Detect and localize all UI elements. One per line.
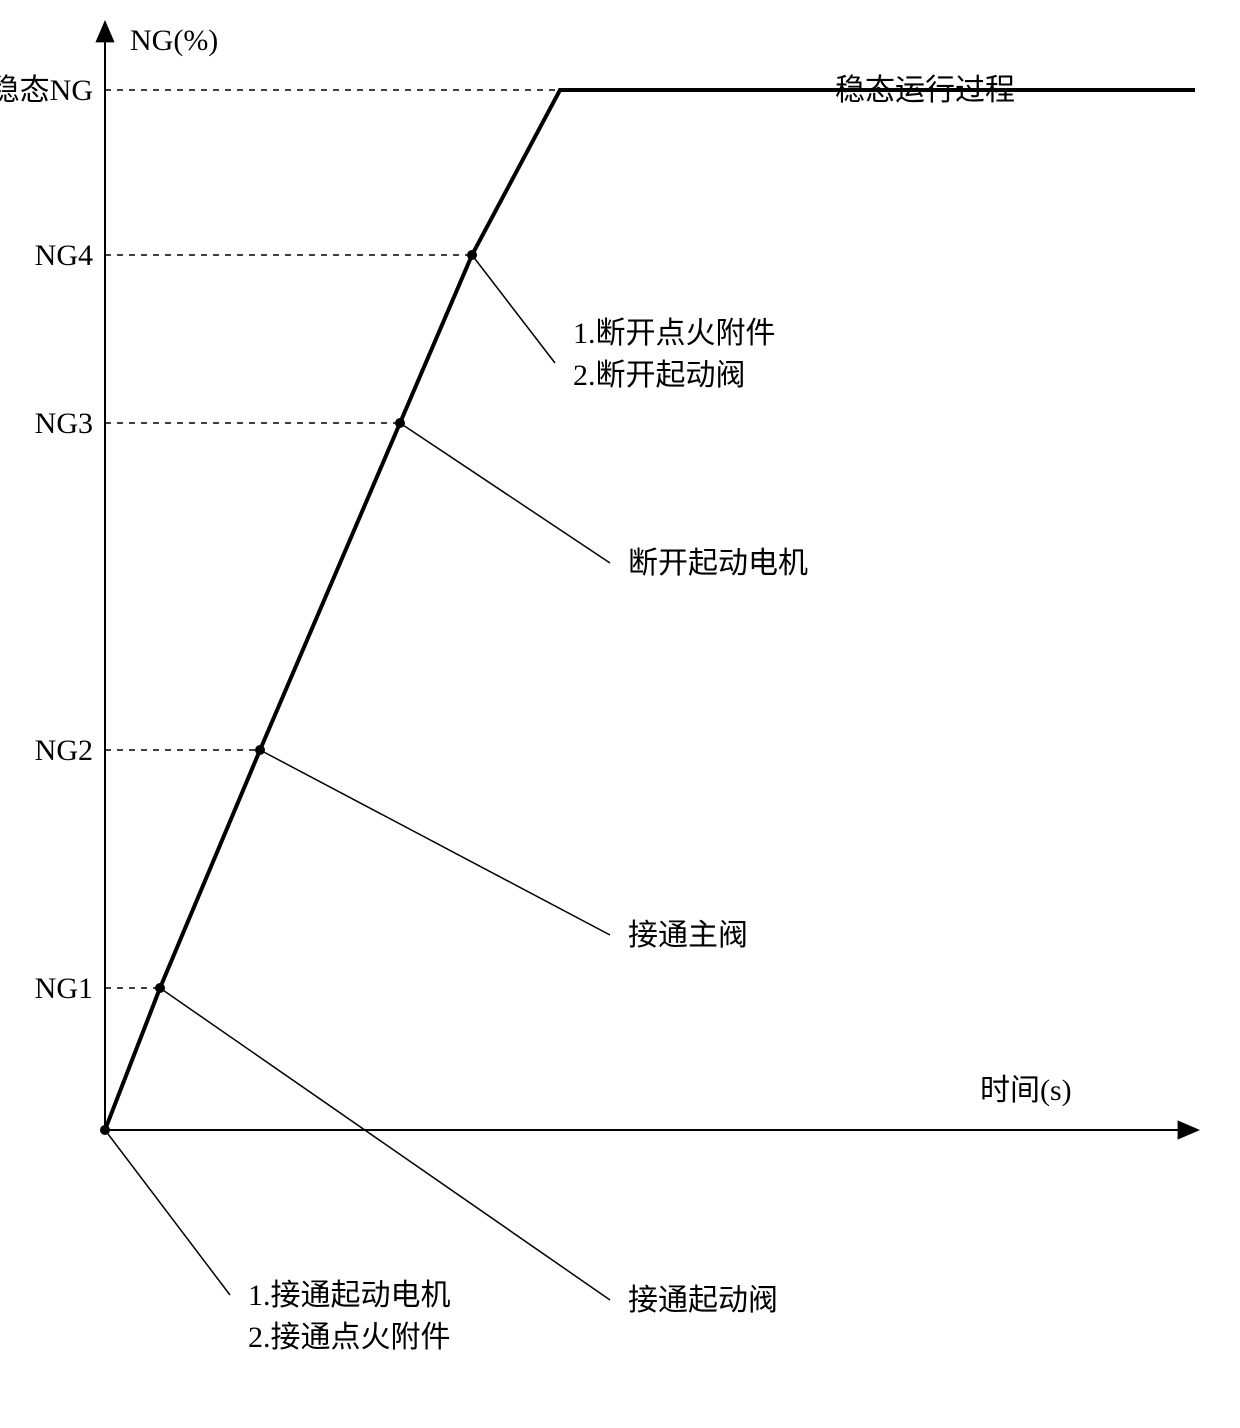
startup-curve-diagram: NG(%) 时间(s) NG1 NG2 NG3 NG4 稳态NG 1.接通起动电…	[0, 0, 1240, 1428]
annot-ng4-line2: 2.断开起动阀	[573, 359, 746, 392]
annot-ng1: 接通起动阀	[628, 1284, 778, 1317]
x-axis	[105, 1120, 1200, 1139]
annot-ng3: 断开起动电机	[628, 547, 808, 580]
y-axis	[95, 20, 114, 1130]
annot-steady: 稳态运行过程	[835, 74, 1015, 107]
leader-ng2	[260, 750, 610, 935]
x-axis-title: 时间(s)	[980, 1074, 1072, 1107]
ng-curve	[105, 90, 1195, 1130]
leader-origin	[105, 1130, 230, 1295]
leader-ng4	[472, 255, 555, 363]
tick-ng2: NG2	[35, 734, 93, 767]
y-axis-title: NG(%)	[130, 24, 218, 57]
leader-ng3	[400, 423, 610, 563]
leader-ng1	[160, 988, 610, 1300]
annot-ng4-line1: 1.断开点火附件	[573, 317, 776, 350]
tick-steady: 稳态NG	[0, 74, 93, 107]
annot-origin-line2: 2.接通点火附件	[248, 1321, 451, 1354]
annot-ng2: 接通主阀	[628, 919, 748, 952]
tick-ng3: NG3	[35, 407, 93, 440]
tick-ng1: NG1	[35, 972, 93, 1005]
annot-origin-line1: 1.接通起动电机	[248, 1279, 451, 1312]
tick-ng4: NG4	[35, 239, 93, 272]
